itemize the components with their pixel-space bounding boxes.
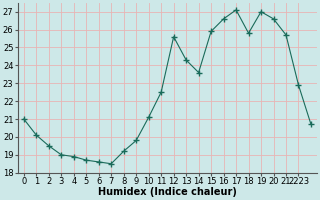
X-axis label: Humidex (Indice chaleur): Humidex (Indice chaleur) xyxy=(98,187,237,197)
